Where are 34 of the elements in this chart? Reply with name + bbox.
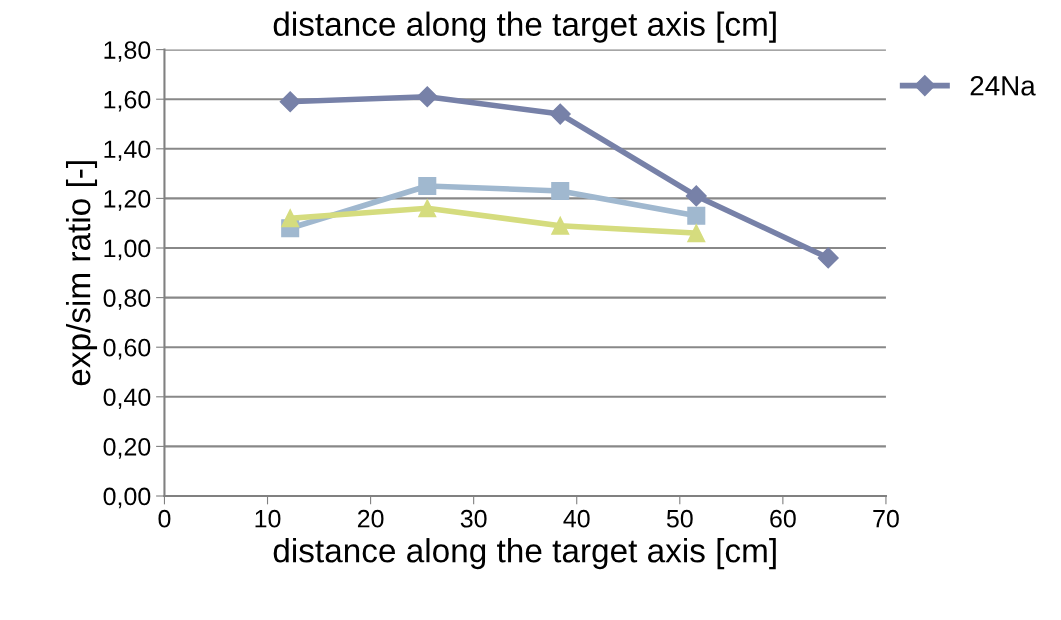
y-tick-label: 0,00: [103, 487, 151, 509]
chart-title: distance along the target axis [cm]: [273, 11, 776, 43]
point: [551, 216, 570, 235]
point: [418, 176, 437, 196]
x-tick-label: 30: [460, 509, 487, 528]
y-tick-label: 1,80: [104, 41, 151, 62]
x-axis-title: distance along the target axis [cm]: [273, 538, 776, 570]
y-tick-label: 1,60: [104, 90, 151, 112]
x-tick-label: 20: [357, 509, 384, 528]
y-tick-label: 1,00: [104, 239, 151, 261]
x-tick-label: 70: [873, 509, 899, 528]
x-tick-label: 10: [255, 509, 281, 528]
y-axis-title: exp/sim ratio [-]: [65, 161, 98, 386]
point: [416, 86, 438, 108]
x-tick-label: 0: [158, 509, 171, 528]
point: [418, 199, 437, 218]
point: [817, 247, 839, 269]
x-tick-label: 40: [563, 509, 590, 528]
point: [685, 185, 707, 207]
point: [281, 209, 300, 228]
y-tick-label: 1,40: [104, 140, 151, 162]
point: [687, 206, 706, 225]
point: [551, 181, 570, 200]
legend-label: 24Na: [970, 75, 1036, 96]
y-tick-label: 0,60: [103, 338, 151, 360]
y-tick-label: 0,20: [103, 438, 151, 459]
y-tick-label: 0,80: [103, 289, 151, 310]
y-tick-label: 0,40: [103, 388, 151, 410]
point: [687, 224, 706, 243]
y-tick-label: 1,20: [104, 190, 151, 211]
x-tick-label: 50: [666, 509, 693, 528]
point: [279, 91, 301, 113]
point: [549, 103, 571, 125]
x-tick-label: 60: [770, 509, 796, 528]
